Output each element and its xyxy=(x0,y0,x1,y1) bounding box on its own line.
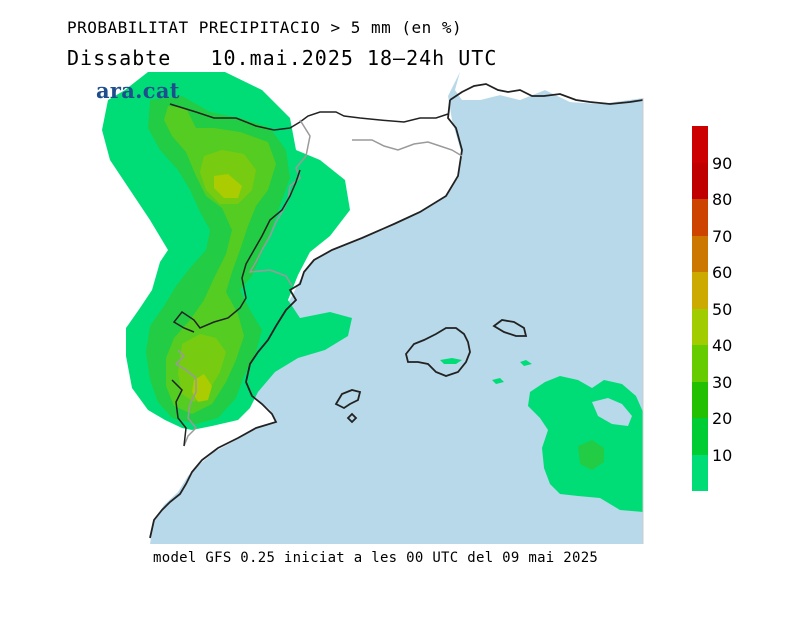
coastline-peninsula xyxy=(149,99,463,539)
legend-label-30: 30 xyxy=(712,372,733,392)
ara-cat-logo: ara.cat xyxy=(96,78,180,103)
legend-swatch-20 xyxy=(692,418,708,455)
day-label: Dissabte xyxy=(67,46,172,70)
coastline-france xyxy=(449,83,644,105)
legend-label-50: 50 xyxy=(712,299,733,319)
coastlines xyxy=(149,83,644,539)
patch-cabrera xyxy=(492,378,504,384)
coast-ibiza xyxy=(334,389,362,410)
model-footer: model GFS 0.25 iniciat a les 00 UTC del … xyxy=(153,550,599,566)
map-subtitle: Dissabte 10.mai.2025 18–24h UTC xyxy=(67,46,497,70)
sea-patch-east xyxy=(592,398,632,426)
precip-50-west xyxy=(192,174,242,402)
border-catalonia xyxy=(248,119,311,287)
legend-swatch-50 xyxy=(692,308,708,345)
border-france-interior xyxy=(352,139,463,157)
border-murcia xyxy=(171,379,187,447)
border-valencia xyxy=(174,349,198,447)
coast-menorca xyxy=(492,319,528,337)
france-land xyxy=(455,72,643,104)
border-france-spain xyxy=(169,103,449,131)
patch-mallorca xyxy=(440,358,462,364)
borders xyxy=(169,103,463,447)
legend-colorbar xyxy=(692,126,708,491)
precip-20-east xyxy=(578,440,604,470)
legend-label-90: 90 xyxy=(712,153,733,173)
legend-label-40: 40 xyxy=(712,336,733,355)
map-title: PROBABILITAT PRECIPITACIO > 5 mm (en %) xyxy=(67,18,463,37)
legend-swatch-30 xyxy=(692,381,708,418)
legend-swatch-60 xyxy=(692,272,708,309)
precip-40-west xyxy=(178,150,256,402)
coast-mallorca xyxy=(405,327,471,377)
legend-label-80: 80 xyxy=(712,190,733,209)
border-aragon xyxy=(172,169,301,333)
legend-swatch-80 xyxy=(692,199,708,236)
legend-label-20: 20 xyxy=(712,409,733,428)
legend-swatch-70 xyxy=(692,235,708,272)
legend-swatch-90 xyxy=(692,162,708,199)
patch-menorca xyxy=(520,360,532,366)
legend-label-70: 70 xyxy=(712,226,733,246)
legend-label-60: 60 xyxy=(712,263,733,282)
legend-label-10: 10 xyxy=(712,445,733,465)
island-precip-patches xyxy=(440,358,532,384)
period-label: 18–24h UTC xyxy=(366,46,498,70)
coast-formentera xyxy=(346,412,358,424)
legend-swatch-top xyxy=(692,126,708,163)
legend-swatch-40 xyxy=(692,345,708,382)
legend-swatch-10 xyxy=(692,454,708,491)
date-label: 10.mai.2025 xyxy=(210,46,354,70)
